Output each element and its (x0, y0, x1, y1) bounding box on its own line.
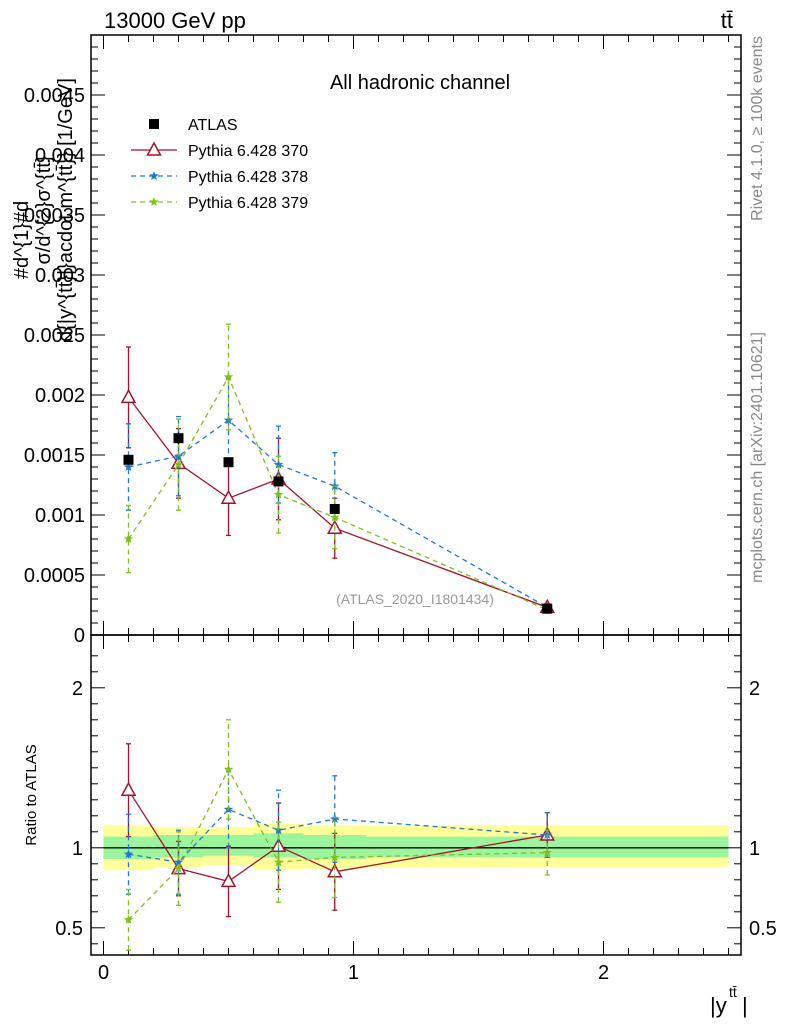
x-axis-label: |y tt̄ | (710, 984, 748, 1018)
main-p379-point (123, 534, 134, 543)
main-p378-point (273, 459, 284, 469)
x-tick-label: 2 (598, 962, 609, 984)
ratio-p379-point (542, 847, 552, 857)
main-atlas-point (329, 504, 340, 514)
main-atlas-point (123, 454, 134, 465)
main-p379-point (223, 372, 234, 381)
ratio-p378-point (173, 857, 184, 867)
chart-title: All hadronic channel (330, 72, 510, 94)
legend-marker-p379 (149, 197, 159, 206)
main-p370-point (120, 388, 137, 404)
legend-label-p370: Pythia 6.428 370 (188, 143, 308, 160)
ratio-p370-point (220, 872, 237, 888)
ratio-p370-line (127, 789, 548, 883)
ratio-p379-point (330, 852, 340, 862)
ratio-y-tick-label-right: 2 (749, 678, 760, 700)
process-label: tt̄ (721, 8, 733, 33)
legend-marker-p378 (149, 171, 159, 180)
main-y-tick-label: 0 (74, 625, 85, 647)
legend-label-p378: Pythia 6.428 378 (188, 169, 308, 186)
main-y-tick-label: 0.003 (35, 265, 85, 287)
main-y-tick-label: 0.0025 (24, 325, 85, 347)
ratio-y-tick-label: 2 (72, 678, 83, 700)
main-y-label-top: #d^{1}#d (11, 201, 33, 279)
main-p378-line (128, 419, 548, 608)
legend-marker-atlas (149, 119, 159, 129)
ratio-y-tick-label-right: 1 (749, 838, 760, 860)
ratio-y-tick-label: 0.5 (55, 918, 83, 940)
analysis-watermark: (ATLAS_2020_I1801434) (336, 591, 494, 607)
main-y-tick-label: 0.002 (35, 385, 85, 407)
main-y-tick-label: 0.0035 (24, 205, 85, 227)
x-label-sup: tt̄ (729, 984, 737, 1000)
ratio-p379-line (128, 767, 548, 921)
ratio-y-tick-label-right: 0.5 (749, 918, 777, 940)
main-y-tick-label: 0.004 (35, 145, 85, 167)
main-atlas-point (542, 603, 553, 614)
main-y-axis-label: #d^{1}#d σ/d^{2}σ^{tt̄} d{|y^{tt̄}|}acdo… (11, 78, 77, 342)
ratio-p379-point (123, 914, 134, 924)
ratio-y-axis-label: Ratio to ATLAS (23, 744, 40, 845)
main-y-tick-label: 0.0015 (24, 445, 85, 467)
main-atlas-point (173, 433, 184, 444)
ratio-p378-point (123, 849, 134, 859)
legend-marker-p370 (146, 141, 162, 156)
ratio-p370-point (120, 781, 137, 796)
legend-label-atlas: ATLAS (188, 117, 238, 134)
main-p370-line (127, 397, 548, 609)
x-tick-label: 1 (348, 962, 359, 984)
main-y-label-bottom: d{|y^{tt̄}|}acdot m^{tt̄}} [1/GeV] (55, 78, 77, 342)
energy-label: 13000 GeV pp (104, 8, 246, 33)
x-label-close: | (742, 993, 748, 1018)
ratio-panel-frame (90, 634, 742, 956)
main-atlas-point (223, 457, 234, 468)
ratio-p379-point (173, 863, 184, 873)
main-y-tick-label: 0.0005 (24, 565, 85, 587)
ratio-p379-point (273, 857, 284, 867)
main-y-tick-label: 0.0045 (24, 85, 85, 107)
mcplots-side-label: mcplots.cern.ch [arXiv:2401.10621] (749, 332, 766, 583)
legend-label-p379: Pythia 6.428 379 (188, 195, 308, 212)
ratio-p379-point (223, 764, 234, 774)
main-atlas-point (273, 476, 284, 487)
x-tick-label: 0 (98, 962, 109, 984)
main-p379-point (273, 489, 284, 499)
main-p370-point (220, 489, 237, 504)
ratio-p378-line (128, 808, 548, 863)
main-y-tick-label: 0.001 (35, 505, 85, 527)
x-label-main: |y (710, 993, 727, 1018)
main-p378-point (123, 462, 134, 471)
rivet-side-label: Rivet 4.1.0, ≥ 100k events (749, 36, 766, 221)
ratio-y-tick-label: 1 (72, 838, 83, 860)
main-y-label-frac: σ/d^{2}σ^{tt̄} (33, 155, 55, 264)
ratio-p378-point (330, 814, 340, 823)
main-p379-line (127, 375, 548, 611)
main-p379-point (330, 512, 340, 522)
main-p379-point (173, 459, 184, 469)
